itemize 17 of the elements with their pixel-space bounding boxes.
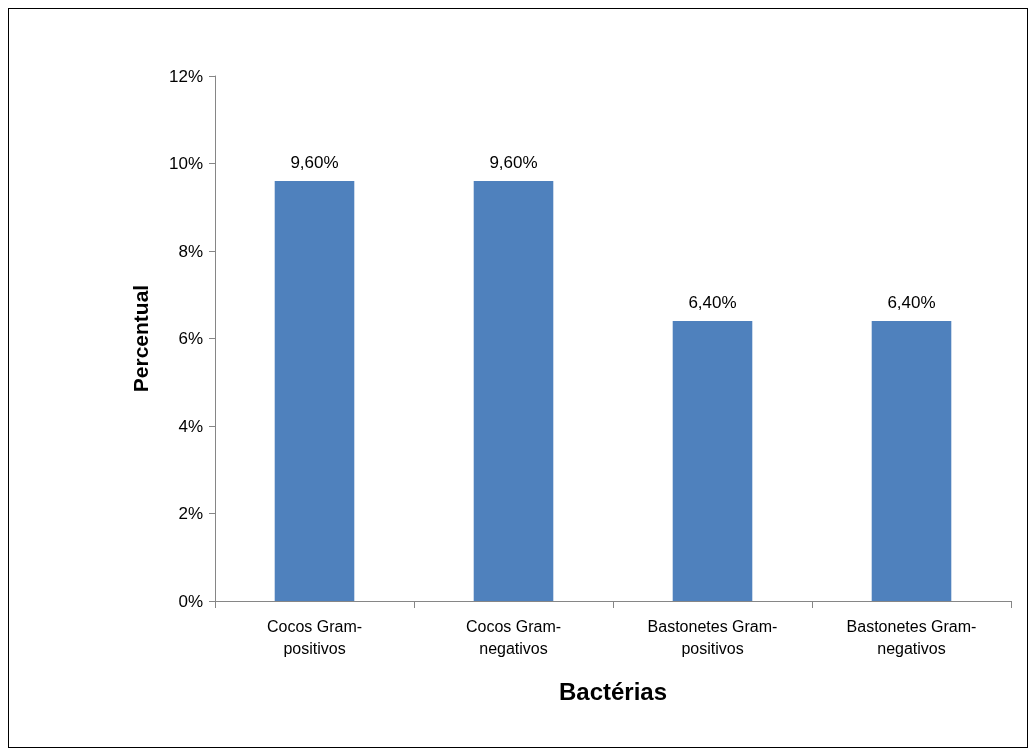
- data-label: 6,40%: [688, 293, 737, 312]
- y-tick-label: 6%: [178, 329, 203, 348]
- y-tick-label: 2%: [178, 504, 203, 523]
- y-tick-label: 12%: [168, 66, 203, 86]
- y-tick-label: 0%: [178, 591, 203, 611]
- data-label: 9,60%: [290, 153, 339, 172]
- x-tick-label: Bastonetes Gram-positivos: [647, 617, 778, 657]
- y-tick-label: 8%: [178, 241, 203, 261]
- x-axis-title: Bactérias: [558, 677, 668, 705]
- x-tick-label: Cocos Gram-negativos: [465, 617, 562, 657]
- y-tick-label: 10%: [168, 154, 203, 173]
- data-label: 9,60%: [489, 153, 538, 172]
- y-tick-label: 4%: [178, 416, 203, 436]
- x-tick-label: Bastonetes Gram-negativos: [846, 617, 977, 657]
- y-axis-title: Percentual: [129, 284, 152, 393]
- data-label: 6,40%: [887, 293, 936, 312]
- x-tick-label: Cocos Gram-positivos: [266, 617, 363, 657]
